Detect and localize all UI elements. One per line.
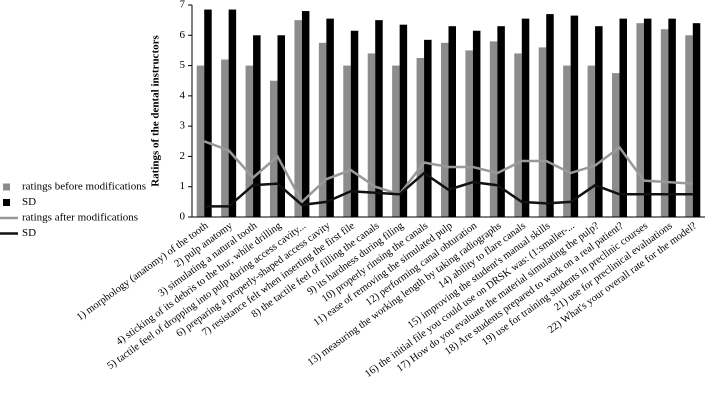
- bar: [392, 65, 400, 217]
- bar: [245, 65, 254, 217]
- bar: [465, 50, 473, 217]
- bar: [636, 23, 644, 217]
- bar: [416, 58, 425, 217]
- bar: [538, 47, 547, 218]
- bar: [270, 80, 278, 217]
- bar: [643, 18, 652, 217]
- bar: [570, 15, 579, 217]
- bar: [343, 65, 351, 217]
- bar: [619, 18, 627, 217]
- bar: [221, 59, 229, 218]
- bar: [253, 35, 261, 218]
- y-tick-label: 6: [180, 29, 186, 41]
- bar: [472, 30, 481, 217]
- bar: [514, 53, 522, 218]
- bar: [228, 9, 237, 217]
- legend-label: SD: [22, 227, 36, 239]
- bar: [497, 26, 505, 218]
- legend-label: SD: [22, 196, 36, 208]
- y-tick-label: 7: [180, 0, 186, 11]
- legend-label: ratings after modifications: [22, 212, 138, 224]
- bar: [367, 53, 376, 218]
- bar: [660, 29, 669, 217]
- bar: [685, 35, 693, 218]
- y-tick-label: 5: [180, 59, 186, 71]
- bar: [595, 26, 603, 218]
- y-tick-label: 0: [180, 211, 186, 223]
- bar: [587, 65, 596, 217]
- bar: [294, 20, 302, 218]
- bar: [448, 26, 456, 218]
- x-tick-label: 4) sticking of its debris to the bur, wh…: [114, 220, 284, 348]
- bar: [521, 18, 530, 217]
- bar: [612, 73, 620, 218]
- bar: [318, 42, 327, 217]
- bar: [326, 18, 334, 217]
- legend-swatch: [3, 199, 10, 206]
- line: [204, 171, 693, 208]
- bar: [546, 14, 554, 218]
- bar: [204, 9, 212, 217]
- bar: [375, 20, 383, 218]
- bar: [441, 42, 449, 217]
- bar: [277, 35, 285, 218]
- y-axis-label: Ratings of the dental instructors: [150, 35, 162, 187]
- bar: [399, 24, 408, 217]
- bar: [692, 23, 701, 217]
- y-tick-label: 1: [180, 180, 186, 192]
- y-tick-label: 4: [180, 89, 186, 101]
- bar: [196, 65, 205, 217]
- y-tick-label: 3: [180, 120, 186, 132]
- bar: [668, 18, 676, 217]
- y-tick-label: 2: [180, 150, 186, 162]
- legend-swatch: [3, 183, 10, 191]
- bar: [301, 11, 310, 217]
- legend-label: ratings before modifications: [22, 181, 146, 193]
- bar: [424, 39, 432, 218]
- bar: [350, 30, 359, 217]
- line: [203, 140, 693, 204]
- bar: [563, 65, 571, 217]
- bar: [489, 41, 498, 217]
